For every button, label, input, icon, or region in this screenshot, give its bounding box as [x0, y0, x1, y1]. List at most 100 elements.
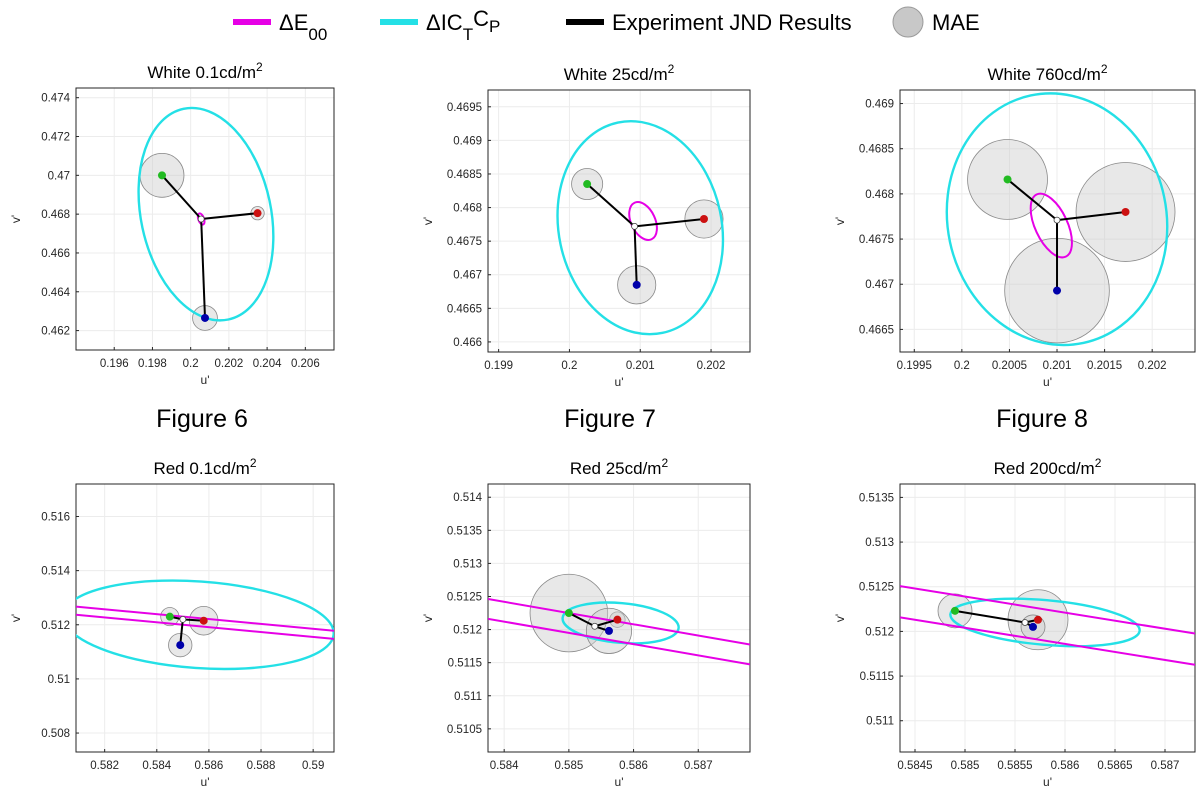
- reference-point: [1021, 619, 1029, 626]
- x-tick-label: 0.59: [302, 760, 324, 772]
- figure-caption-8: Figure 8: [996, 405, 1088, 433]
- jnd-line-red: [201, 212, 258, 220]
- de00-band-upper: [900, 585, 1195, 635]
- y-tick-label: 0.469: [865, 99, 894, 111]
- x-tick-label: 0.584: [490, 760, 519, 772]
- y-tick-label: 0.4665: [859, 324, 894, 336]
- jnd-line-blue: [200, 218, 206, 319]
- legend-label: ΔE00: [279, 10, 327, 44]
- ictcp-ellipse: [945, 92, 1169, 347]
- y-tick-label: 0.51: [48, 674, 70, 686]
- x-tick-label: 0.585: [554, 760, 583, 772]
- plot-content: [76, 579, 334, 671]
- de00-band-lower: [488, 617, 750, 666]
- y-tick-label: 0.47: [48, 170, 70, 182]
- y-axis-label: v': [9, 614, 23, 622]
- jnd-line-green: [954, 609, 1026, 624]
- x-tick-label: 0.201: [626, 360, 655, 372]
- data-point-red: [253, 209, 262, 218]
- y-tick-label: 0.4675: [859, 234, 894, 246]
- y-tick-label: 0.468: [865, 189, 894, 201]
- y-tick-label: 0.513: [453, 558, 482, 570]
- reference-point: [197, 215, 205, 223]
- x-axis-label: u': [1043, 375, 1052, 389]
- y-tick-label: 0.512: [865, 626, 894, 638]
- data-point-red: [1034, 615, 1042, 624]
- y-axis-label: v': [833, 614, 847, 622]
- y-tick-label: 0.5125: [447, 591, 482, 603]
- plot-border: [487, 483, 751, 753]
- x-tick-label: 0.2: [183, 358, 199, 370]
- x-tick-label: 0.201: [1043, 360, 1072, 372]
- y-tick-label: 0.5115: [860, 671, 894, 683]
- legend-item: Experiment JND Results: [566, 10, 852, 35]
- chart-panel: 0.584 0.585 0.586 0.587 0.5105 0.511 0.5115 0.5…: [421, 456, 751, 789]
- data-point-green: [583, 180, 592, 189]
- reference-point: [591, 622, 599, 630]
- x-tick-label: 0.587: [1151, 760, 1180, 772]
- y-tick-label: 0.467: [453, 270, 482, 282]
- data-point-red: [199, 616, 208, 625]
- y-tick-label: 0.468: [41, 209, 70, 221]
- y-axis-label: v': [833, 217, 847, 225]
- x-tick-label: 0.585: [951, 760, 980, 772]
- x-tick-label: 0.2: [561, 360, 577, 372]
- y-tick-label: 0.474: [41, 93, 70, 105]
- chart-title: White 760cd/m2: [987, 62, 1107, 84]
- y-tick-label: 0.512: [453, 625, 482, 637]
- x-tick-label: 0.5845: [897, 760, 932, 772]
- chart-title: Red 200cd/m2: [994, 456, 1102, 478]
- chart-title: White 25cd/m2: [564, 62, 675, 84]
- jnd-line-green: [1006, 178, 1058, 221]
- chart-panel: 0.1995 0.2 0.2005 0.201 0.2015 0.202 0.4665 0.4…: [833, 62, 1196, 389]
- y-tick-label: 0.511: [454, 691, 482, 703]
- reference-point: [1053, 216, 1061, 224]
- plot-content: [137, 106, 275, 331]
- data-point-green: [951, 606, 959, 615]
- jnd-line-green: [586, 183, 636, 228]
- x-tick-label: 0.586: [195, 760, 224, 772]
- legend-label: Experiment JND Results: [612, 10, 852, 35]
- x-tick-label: 0.586: [619, 760, 648, 772]
- y-tick-label: 0.512: [41, 620, 70, 632]
- legend: ΔE00 ΔICTCP Experiment JND Results MAE: [233, 6, 980, 44]
- figure-caption-7: Figure 7: [564, 405, 656, 433]
- data-point-red: [699, 214, 708, 223]
- y-tick-label: 0.467: [865, 279, 894, 291]
- x-tick-label: 0.206: [291, 358, 320, 370]
- x-tick-label: 0.199: [484, 360, 513, 372]
- x-axis-label: u': [615, 375, 624, 389]
- y-tick-label: 0.5115: [448, 658, 482, 670]
- plots: 0.196 0.198 0.2 0.202 0.204 0.206 0.462 0.464 0.…: [9, 60, 1196, 789]
- plot-border: [75, 483, 335, 753]
- reference-point: [179, 615, 187, 623]
- legend-swatch: [892, 6, 924, 38]
- y-tick-label: 0.5135: [859, 492, 894, 504]
- de00-band-lower: [76, 613, 334, 640]
- plot-content: [945, 92, 1176, 347]
- data-point-green: [1003, 175, 1012, 184]
- x-tick-label: 0.196: [100, 358, 129, 370]
- legend-item: MAE: [892, 6, 980, 38]
- plot-frame: [899, 483, 1196, 753]
- ictcp-ellipse: [561, 601, 680, 645]
- x-tick-label: 0.2015: [1087, 360, 1122, 372]
- x-axis-label: u': [201, 775, 210, 789]
- data-point-blue: [176, 641, 185, 650]
- x-tick-label: 0.1995: [897, 360, 932, 372]
- x-tick-label: 0.584: [142, 760, 171, 772]
- y-tick-label: 0.513: [865, 537, 894, 549]
- ictcp-ellipse: [556, 120, 725, 336]
- data-point-green: [564, 609, 573, 618]
- chart-title: White 0.1cd/m2: [147, 60, 263, 82]
- chart-title: Red 25cd/m2: [570, 456, 669, 478]
- x-axis-label: u': [1043, 775, 1052, 789]
- y-tick-label: 0.4685: [859, 144, 894, 156]
- y-tick-label: 0.511: [866, 716, 894, 728]
- data-point-green: [165, 612, 174, 621]
- data-point-blue: [1053, 286, 1062, 295]
- y-tick-label: 0.466: [453, 337, 482, 349]
- data-point-blue: [632, 280, 641, 289]
- y-axis-label: v': [421, 614, 435, 622]
